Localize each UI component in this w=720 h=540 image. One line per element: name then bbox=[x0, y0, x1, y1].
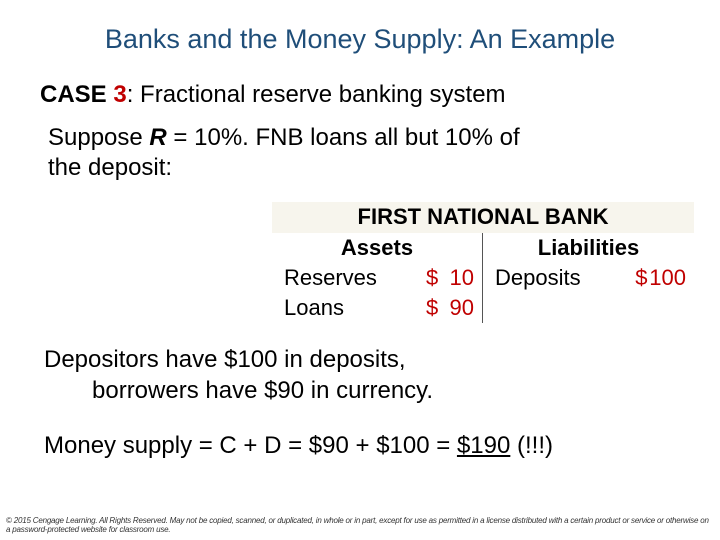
money-supply-post: (!!!) bbox=[510, 432, 553, 459]
table-row: Reserves $10 bbox=[272, 263, 483, 293]
case-line: CASE 3: Fractional reserve banking syste… bbox=[40, 81, 692, 109]
case-number: 3 bbox=[113, 81, 126, 108]
money-supply-line: Money supply = C + D = $90 + $100 = $190… bbox=[44, 432, 553, 460]
table-row bbox=[483, 293, 694, 323]
money-supply-result: $190 bbox=[457, 432, 510, 459]
assets-header: Assets bbox=[272, 233, 483, 263]
suppose-pre: Suppose bbox=[48, 124, 149, 151]
liabilities-header: Liabilities bbox=[483, 233, 694, 263]
reserve-ratio-symbol: R bbox=[149, 124, 166, 151]
case-desc: Fractional reserve banking system bbox=[133, 81, 505, 108]
suppose-text: Suppose R = 10%. FNB loans all but 10% o… bbox=[48, 123, 528, 183]
liability-label: Deposits bbox=[495, 265, 581, 291]
liability-amount: $100 bbox=[635, 265, 686, 291]
slide-title: Banks and the Money Supply: An Example bbox=[28, 24, 692, 55]
asset-amount: $90 bbox=[426, 295, 474, 321]
balance-sheet-title: FIRST NATIONAL BANK bbox=[272, 202, 694, 233]
slide: Banks and the Money Supply: An Example C… bbox=[0, 0, 720, 540]
table-row: Loans $90 bbox=[272, 293, 483, 323]
depositors-line2: borrowers have $90 in currency. bbox=[44, 375, 433, 406]
money-supply-pre: Money supply = C + D = $90 + $100 = bbox=[44, 432, 457, 459]
depositors-text: Depositors have $100 in deposits, borrow… bbox=[44, 344, 433, 406]
depositors-line1: Depositors have $100 in deposits, bbox=[44, 346, 406, 373]
case-label: CASE bbox=[40, 81, 113, 108]
asset-label: Reserves bbox=[284, 265, 377, 291]
asset-amount: $10 bbox=[426, 265, 474, 291]
asset-label: Loans bbox=[284, 295, 344, 321]
balance-sheet: FIRST NATIONAL BANK Assets Liabilities R… bbox=[272, 202, 694, 323]
copyright-notice: © 2015 Cengage Learning. All Rights Rese… bbox=[6, 516, 714, 534]
table-row: Deposits $100 bbox=[483, 263, 694, 293]
balance-sheet-grid: Assets Liabilities Reserves $10 Deposits… bbox=[272, 233, 694, 323]
